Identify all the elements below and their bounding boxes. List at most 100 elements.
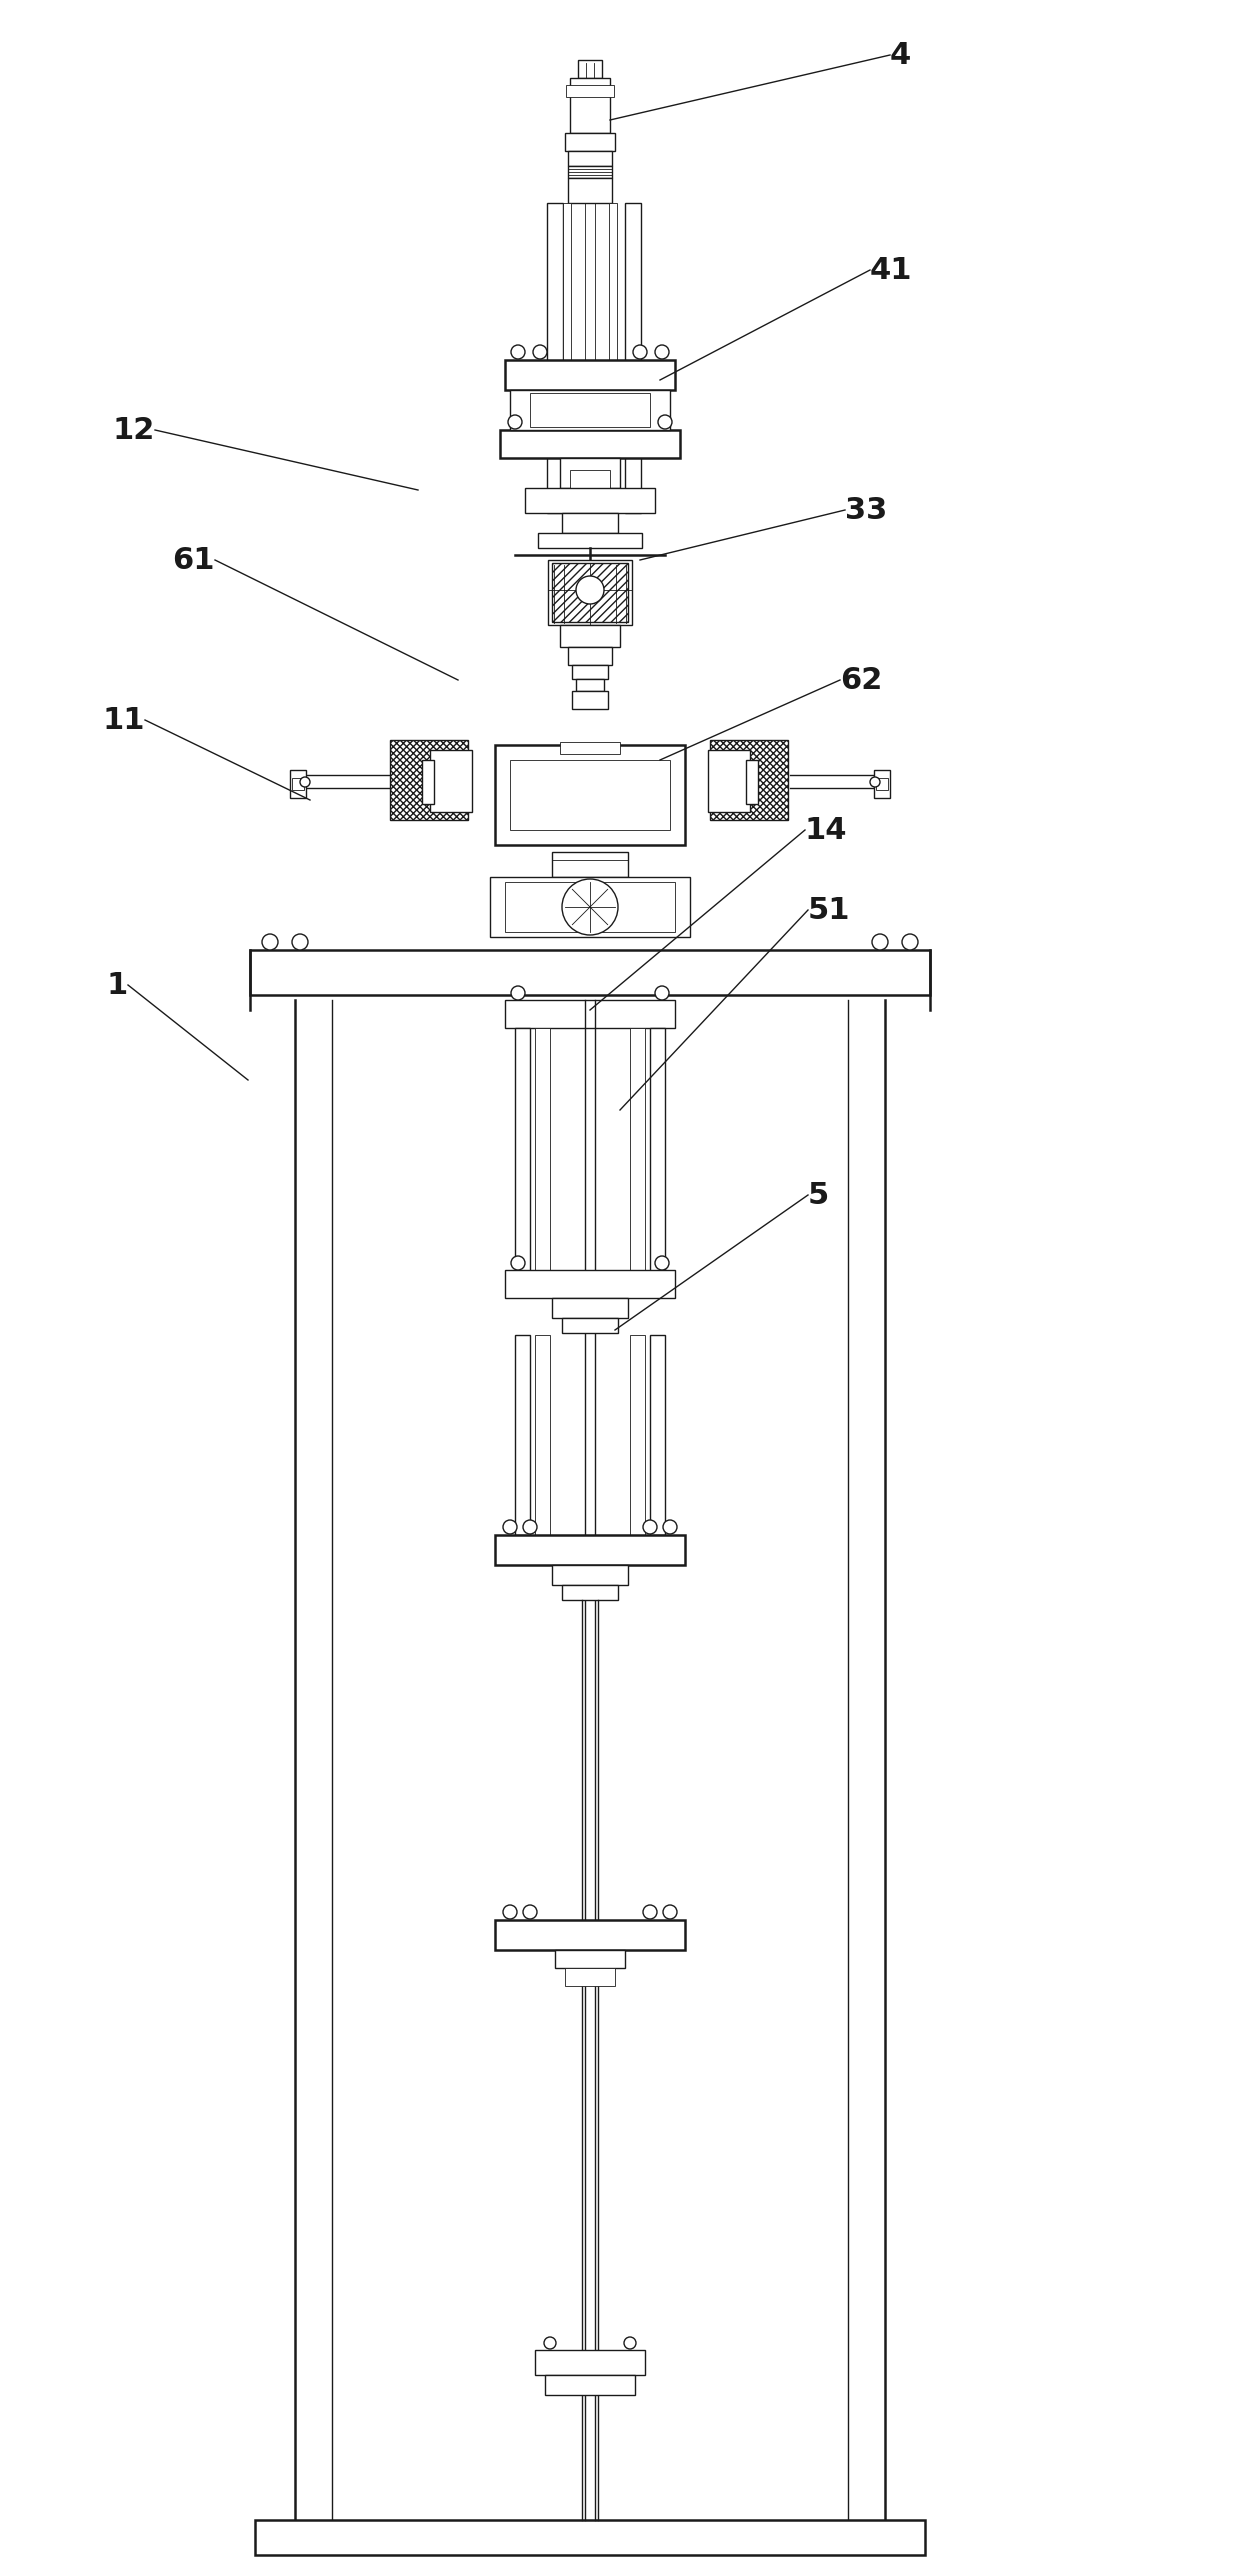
Circle shape xyxy=(658,415,672,430)
Circle shape xyxy=(262,935,278,950)
Bar xyxy=(534,1334,551,1535)
Bar xyxy=(546,2374,635,2395)
Bar xyxy=(500,430,680,458)
Bar xyxy=(609,203,618,512)
Text: 4: 4 xyxy=(890,41,911,70)
Circle shape xyxy=(870,778,880,788)
Bar xyxy=(510,760,670,829)
Bar xyxy=(505,361,675,389)
Bar xyxy=(650,1027,665,1277)
Bar xyxy=(515,1334,529,1535)
Bar xyxy=(290,770,306,798)
Bar xyxy=(562,512,618,533)
Bar xyxy=(534,1027,551,1277)
Bar xyxy=(552,564,627,623)
Circle shape xyxy=(624,2338,636,2348)
Circle shape xyxy=(562,878,618,935)
Bar xyxy=(495,744,684,845)
Bar xyxy=(568,178,613,203)
Bar xyxy=(711,739,787,819)
Text: 14: 14 xyxy=(805,816,847,845)
Bar xyxy=(534,2351,645,2374)
Circle shape xyxy=(511,345,525,358)
Bar xyxy=(568,646,613,664)
Text: 5: 5 xyxy=(808,1179,830,1210)
Bar xyxy=(291,778,304,791)
Bar xyxy=(495,1921,684,1949)
Bar xyxy=(875,778,888,791)
Bar xyxy=(708,749,750,811)
Bar xyxy=(510,389,670,430)
Circle shape xyxy=(655,345,670,358)
Bar xyxy=(547,203,563,512)
Circle shape xyxy=(644,1519,657,1535)
Circle shape xyxy=(655,1257,670,1269)
Circle shape xyxy=(663,1519,677,1535)
Bar xyxy=(490,878,689,937)
Text: 51: 51 xyxy=(808,896,851,924)
Bar xyxy=(515,1027,529,1277)
Bar xyxy=(552,1566,627,1586)
Bar xyxy=(560,458,620,489)
Circle shape xyxy=(503,1906,517,1918)
Bar xyxy=(746,760,758,803)
Bar xyxy=(505,1269,675,1298)
Circle shape xyxy=(644,1906,657,1918)
Bar xyxy=(548,559,632,626)
Text: 12: 12 xyxy=(113,415,155,445)
Bar xyxy=(495,1535,684,1566)
Circle shape xyxy=(901,935,918,950)
Bar xyxy=(538,533,642,548)
Bar xyxy=(650,1334,665,1535)
Bar xyxy=(560,742,620,754)
Circle shape xyxy=(533,345,547,358)
Circle shape xyxy=(291,935,308,950)
Bar xyxy=(578,59,601,77)
Bar xyxy=(552,1298,627,1318)
Bar xyxy=(563,203,570,512)
Text: 61: 61 xyxy=(172,546,215,574)
Bar xyxy=(572,690,608,708)
Bar xyxy=(572,664,608,680)
Circle shape xyxy=(577,577,604,605)
Bar xyxy=(525,489,655,512)
Bar xyxy=(556,1949,625,1967)
Circle shape xyxy=(655,986,670,999)
Bar xyxy=(562,1318,618,1334)
Bar xyxy=(422,760,434,803)
Bar xyxy=(570,77,610,134)
Bar xyxy=(568,165,613,178)
Circle shape xyxy=(523,1519,537,1535)
Bar xyxy=(577,680,604,690)
Bar xyxy=(565,1967,615,1985)
Circle shape xyxy=(511,1257,525,1269)
Bar xyxy=(568,152,613,165)
Circle shape xyxy=(508,415,522,430)
Text: 1: 1 xyxy=(107,971,128,999)
Bar xyxy=(570,471,610,489)
Bar xyxy=(255,2521,925,2554)
Circle shape xyxy=(663,1906,677,1918)
Bar xyxy=(560,626,620,646)
Bar xyxy=(562,1586,618,1599)
Bar xyxy=(250,950,930,994)
Circle shape xyxy=(872,935,888,950)
Bar xyxy=(505,999,675,1027)
Text: 41: 41 xyxy=(870,255,913,283)
Circle shape xyxy=(511,986,525,999)
Circle shape xyxy=(544,2338,556,2348)
Circle shape xyxy=(503,1519,517,1535)
Bar xyxy=(552,852,627,878)
Text: 11: 11 xyxy=(103,706,145,734)
Bar xyxy=(565,134,615,152)
Circle shape xyxy=(300,778,310,788)
Bar xyxy=(625,203,641,512)
Bar xyxy=(505,883,675,932)
Bar xyxy=(874,770,890,798)
Circle shape xyxy=(523,1906,537,1918)
Bar xyxy=(630,1027,645,1277)
Text: 62: 62 xyxy=(839,664,883,695)
Bar xyxy=(630,1334,645,1535)
Circle shape xyxy=(632,345,647,358)
Bar xyxy=(391,739,467,819)
